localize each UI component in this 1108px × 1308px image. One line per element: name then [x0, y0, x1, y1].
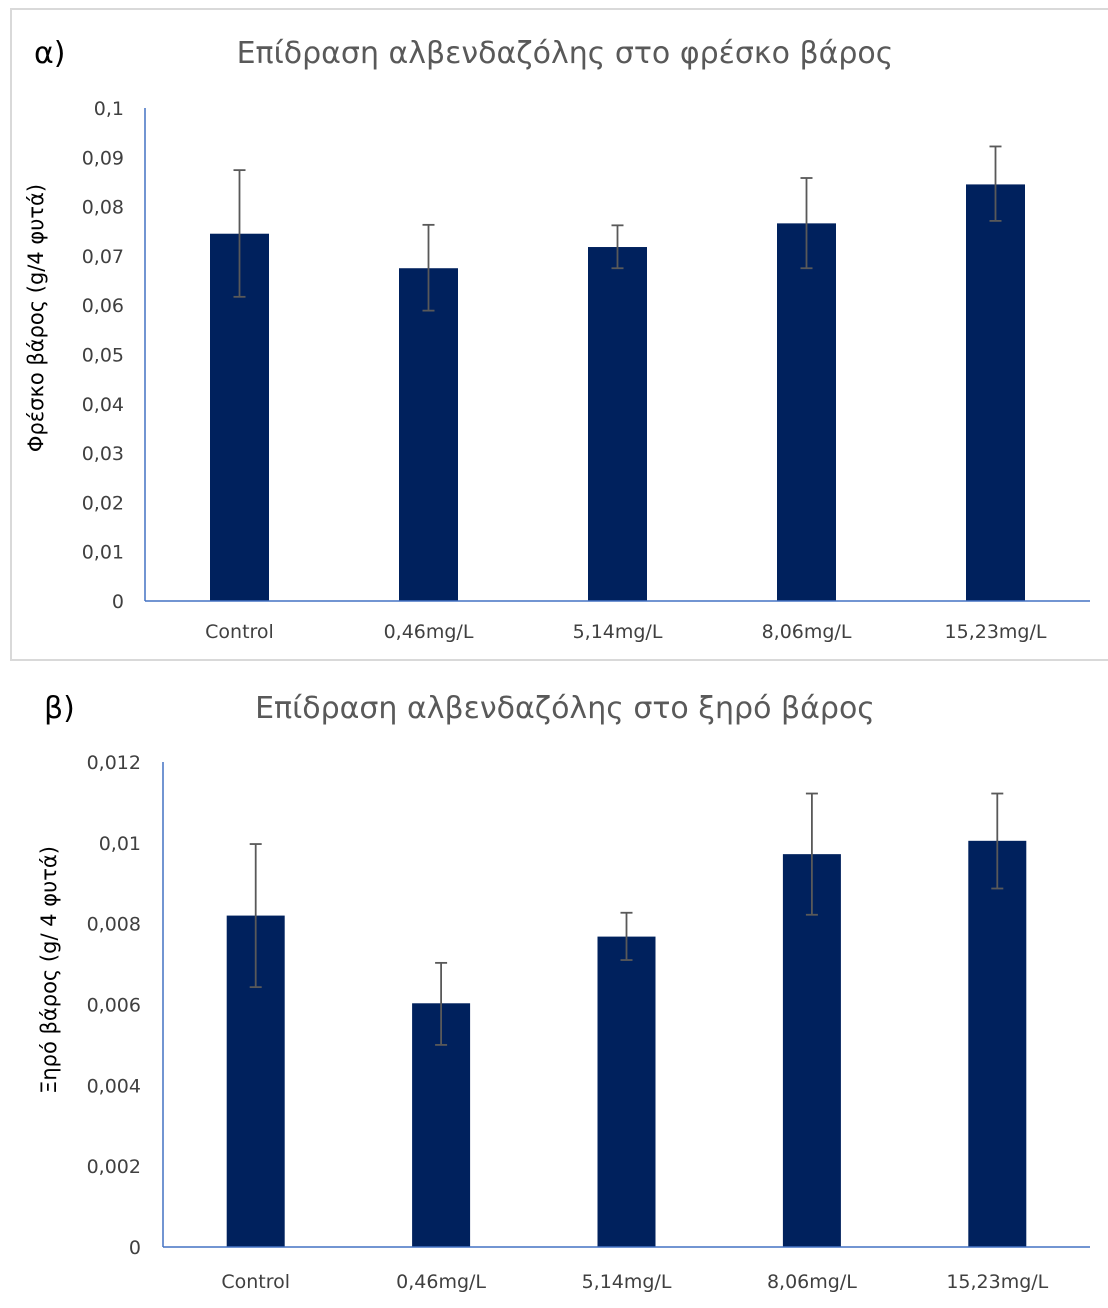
error-bar-a [611, 224, 624, 270]
error-bar-a [800, 177, 813, 270]
x-category-label-b: 5,14mg/L [582, 1271, 672, 1293]
chart-panel-fresh-weight: α) Επίδραση αλβενδαζόλης στο φρέσκο βάρο… [24, 36, 1090, 643]
y-tick-label-a: 0,07 [82, 246, 124, 268]
y-tick-label-b: 0,002 [87, 1156, 141, 1178]
panel-divider [10, 659, 1108, 661]
y-axis-title-b: Ξηρό βάρος (g/ 4 φυτά) [37, 846, 61, 1094]
chart-panel-dry-weight: β) Επίδραση αλβενδαζόλης στο ξηρό βάρος … [0, 660, 1108, 1303]
bar-a [777, 223, 836, 601]
y-tick-label-a: 0,06 [82, 295, 124, 317]
x-category-label-a: 15,23mg/L [945, 621, 1047, 643]
bar-a [588, 247, 647, 601]
bar-b [782, 854, 841, 1247]
y-tick-label-a: 0,1 [94, 98, 124, 120]
x-category-label-b: 8,06mg/L [767, 1271, 857, 1293]
y-axis-title-a: Φρέσκο βάρος (g/4 φυτά) [24, 184, 48, 452]
x-category-label-b: 0,46mg/L [396, 1271, 486, 1293]
y-tick-label-a: 0 [112, 591, 124, 613]
frame-left-a [10, 8, 12, 660]
y-tick-label-a: 0,04 [82, 394, 124, 416]
y-tick-label-a: 0,09 [82, 147, 124, 169]
error-bar-a [233, 169, 246, 298]
y-tick-label-b: 0,006 [87, 995, 141, 1017]
y-tick-label-b: 0,004 [87, 1075, 141, 1097]
x-category-label-a: 8,06mg/L [762, 621, 852, 643]
chart-title-b: Επίδραση αλβενδαζόλης στο ξηρό βάρος [255, 691, 875, 726]
error-bar-b [991, 792, 1004, 890]
fresh-weight-chart: α) Επίδραση αλβενδαζόλης στο φρέσκο βάρο… [24, 36, 1090, 643]
error-bar-a [422, 223, 435, 312]
dry-weight-chart: β) Επίδραση αλβενδαζόλης στο ξηρό βάρος … [37, 691, 1090, 1293]
y-tick-label-a: 0,08 [82, 197, 124, 219]
chart-title-a: Επίδραση αλβενδαζόλης στο φρέσκο βάρος [237, 36, 894, 71]
error-bar-b [805, 792, 818, 916]
y-tick-label-b: 0,01 [99, 833, 141, 855]
error-bar-a [989, 145, 1002, 222]
frame-top [10, 8, 1108, 10]
x-category-label-a: 0,46mg/L [384, 621, 474, 643]
x-category-label-b: 15,23mg/L [946, 1271, 1048, 1293]
panel-label-a: α) [34, 36, 65, 71]
x-category-label-a: Control [205, 621, 274, 643]
y-tick-label-b: 0,008 [87, 914, 141, 936]
error-bar-b [620, 911, 633, 961]
bar-a [966, 184, 1025, 602]
y-tick-label-a: 0,03 [82, 443, 124, 465]
y-tick-label-a: 0,01 [82, 542, 124, 564]
bar-a [399, 268, 458, 601]
error-bar-b [249, 843, 262, 989]
bar-b [968, 840, 1027, 1247]
x-category-label-a: 5,14mg/L [573, 621, 663, 643]
y-tick-label-b: 0,012 [87, 752, 141, 774]
error-bar-b [435, 961, 448, 1046]
x-category-label-b: Control [221, 1271, 290, 1293]
y-tick-label-b: 0 [129, 1237, 141, 1259]
panel-label-b: β) [44, 691, 75, 726]
y-tick-label-a: 0,05 [82, 345, 124, 367]
bar-b [597, 936, 656, 1247]
y-tick-label-a: 0,02 [82, 492, 124, 514]
